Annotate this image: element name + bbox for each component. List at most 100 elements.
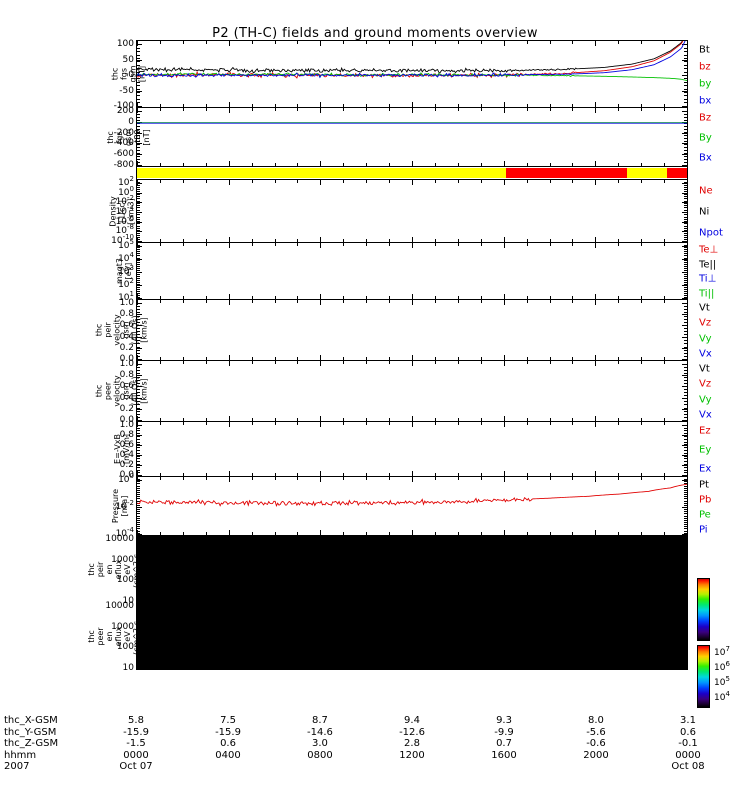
y-minor-tick: [137, 385, 140, 387]
x-tick: [228, 536, 230, 541]
y-minor-tick: [137, 306, 140, 308]
y-minor-tick: [137, 315, 140, 317]
y-minor-tick: [684, 234, 687, 236]
x-tick: [641, 536, 643, 539]
x-tick: [297, 599, 299, 602]
y-minor-tick: [137, 513, 140, 515]
x-tick: [572, 422, 574, 425]
x-tick: [457, 296, 459, 299]
y-minor-tick: [684, 596, 687, 598]
axis-row-label: thc_Z-GSM: [4, 738, 59, 749]
y-minor-tick: [684, 282, 687, 284]
y-tick: [137, 259, 142, 260]
y-minor-tick: [684, 165, 687, 166]
x-tick: [274, 473, 276, 476]
y-minor-tick: [137, 515, 140, 517]
x-tick: [343, 163, 345, 166]
x-tick: [457, 473, 459, 476]
y-tick: [137, 559, 142, 561]
y-minor-tick: [684, 337, 687, 339]
x-tick: [412, 180, 413, 185]
y-tick: [682, 534, 687, 535]
y-tick: [682, 202, 687, 204]
legend-item-Ey: Ey: [699, 444, 712, 456]
y-tick: [682, 668, 687, 669]
y-minor-tick: [137, 550, 140, 552]
y-minor-tick: [684, 543, 687, 545]
y-minor-tick: [137, 538, 140, 540]
x-tick: [664, 422, 666, 425]
y-minor-tick: [137, 511, 140, 513]
colorbar-tick: 105: [714, 675, 730, 689]
panel-pressure: Pressure [nPa] 100 10-2 10-4 Pt Pb Pe Pi: [111, 473, 711, 540]
y-minor-tick: [684, 661, 687, 663]
x-tick: [343, 418, 345, 421]
y-minor-tick: [137, 607, 140, 609]
panel-temperature-legend: Te⊥ Te|| Ti⊥ Ti||: [687, 243, 749, 300]
y-minor-tick: [137, 296, 140, 298]
y-minor-tick: [137, 249, 140, 251]
x-tick: [526, 108, 528, 111]
y-minor-tick: [684, 200, 687, 202]
x-tick: [480, 163, 482, 166]
x-tick: [503, 422, 505, 427]
colorbar-tick: 104: [714, 690, 730, 704]
y-minor-tick: [684, 489, 687, 491]
y-minor-tick: [684, 321, 687, 323]
y-minor-tick: [684, 479, 687, 481]
y-minor-tick: [137, 632, 140, 634]
y-minor-tick: [684, 526, 687, 528]
y-tick: [137, 386, 142, 388]
y-tick: [137, 121, 142, 123]
x-tick: [251, 603, 253, 606]
panel-temperature: magt3 [eV] 105 104 103 102 101 Te⊥ Te|| Ti⊥ Ti||: [115, 239, 718, 304]
x-tick: [664, 300, 666, 303]
y-minor-tick: [684, 120, 687, 121]
x-tick: [274, 422, 276, 425]
x-tick: [389, 532, 391, 535]
x-tick: [503, 300, 505, 305]
y-minor-tick: [684, 532, 687, 534]
panel-density: Density [1/cc] [cm-3] 102 100 10-2 10-4 10-6 10-…: [108, 176, 723, 247]
y-minor-tick: [137, 548, 140, 550]
x-tick: [389, 422, 391, 425]
x-tick: [228, 41, 230, 46]
x-tick: [343, 357, 345, 360]
legend-item-Te: Te⊥: [699, 244, 719, 256]
x-tick: [137, 300, 138, 305]
y-minor-tick: [137, 349, 140, 351]
y-minor-tick: [137, 324, 140, 326]
x-tick: [389, 180, 391, 183]
y-minor-tick: [137, 114, 140, 115]
x-tick: [205, 477, 207, 480]
x-tick: [664, 599, 666, 602]
y-minor-tick: [137, 646, 140, 648]
legend-item-Vz: Vz: [699, 317, 712, 329]
x-tick: [480, 41, 482, 44]
legend-item-Ne: Ne: [699, 185, 713, 197]
x-tick: [274, 666, 276, 669]
x-tick: [526, 418, 528, 421]
x-tick: [343, 477, 345, 480]
y-minor-tick: [137, 189, 140, 191]
y-tick: [137, 336, 142, 338]
x-tick: [274, 300, 276, 303]
x-tick: [228, 361, 230, 366]
y-minor-tick: [684, 64, 687, 66]
y-minor-tick: [684, 562, 687, 564]
y-minor-tick: [137, 654, 140, 655]
x-tick: [503, 530, 505, 535]
y-minor-tick: [137, 530, 140, 532]
y-minor-tick: [684, 644, 687, 646]
x-tick: [137, 41, 138, 46]
x-tick: [389, 357, 391, 360]
x-tick: [434, 300, 436, 303]
y-minor-tick: [684, 98, 687, 100]
x-tick: [641, 422, 643, 425]
y-minor-tick: [684, 466, 687, 468]
panel-peer-velocity-legend: Vt Vz Vy Vx: [687, 361, 749, 421]
x-tick: [228, 161, 230, 166]
axis-value: 0800: [307, 749, 333, 761]
y-tick: [137, 668, 142, 669]
axis-value: 0000: [123, 749, 149, 761]
